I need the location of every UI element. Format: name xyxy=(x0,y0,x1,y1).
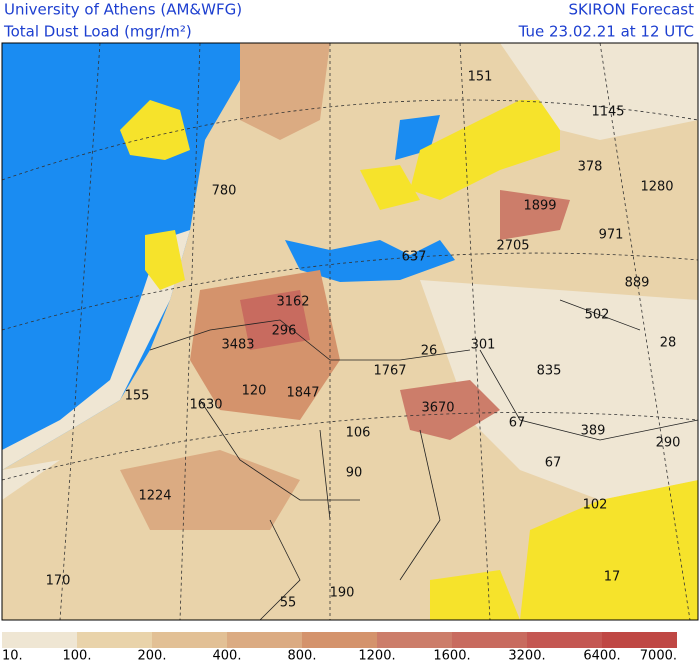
map-label: 1767 xyxy=(373,364,406,379)
map-label: 389 xyxy=(581,424,606,439)
colorbar-label: 800. xyxy=(288,649,317,663)
colorbar-label: 200. xyxy=(138,649,167,663)
map-label: 3670 xyxy=(421,401,454,416)
colorbar-segment xyxy=(302,632,377,648)
colorbar-label: 1600. xyxy=(433,649,470,663)
map-label: 1145 xyxy=(591,105,624,120)
header-line: Tue 23.02.21 at 12 UTC xyxy=(518,23,694,41)
map-labels: 151 1145 378 1280 780 1899 971 2705 637 889 502 316… xyxy=(46,70,681,611)
map-label: 120 xyxy=(242,384,267,399)
map-label: 1280 xyxy=(640,180,673,195)
header-line: Total Dust Load (mgr/m²) xyxy=(3,23,192,41)
map-label: 780 xyxy=(212,184,237,199)
map-label: 378 xyxy=(578,160,603,175)
colorbar-label: 400. xyxy=(213,649,242,663)
map-label: 55 xyxy=(280,596,297,611)
map-label: 3162 xyxy=(276,295,309,310)
header-line: SKIRON Forecast xyxy=(569,1,695,19)
colorbar-label: 10. xyxy=(2,649,23,663)
map-label: 90 xyxy=(346,466,363,481)
map-label: 502 xyxy=(585,308,610,323)
map-label: 296 xyxy=(272,324,297,339)
colorbar-label: 6400. xyxy=(583,649,620,663)
map-label: 1630 xyxy=(189,398,222,413)
map-label: 106 xyxy=(346,426,371,441)
colorbar-segment xyxy=(2,632,77,648)
map-label: 67 xyxy=(545,456,562,471)
colorbar-segment xyxy=(227,632,302,648)
colorbar-label: 100. xyxy=(63,649,92,663)
colorbar-segment xyxy=(152,632,227,648)
colorbar-segment xyxy=(77,632,152,648)
map-label: 67 xyxy=(509,416,526,431)
colorbar-label: 7000. xyxy=(640,649,677,663)
map-label: 1224 xyxy=(138,489,171,504)
map-label: 290 xyxy=(656,436,681,451)
colorbar-segment xyxy=(452,632,527,648)
map-label: 301 xyxy=(471,338,496,353)
map-label: 28 xyxy=(660,336,677,351)
colorbar-segment xyxy=(602,632,677,648)
map-label: 637 xyxy=(402,250,427,265)
map-label: 835 xyxy=(537,364,562,379)
map-label: 1847 xyxy=(286,386,319,401)
map-label: 155 xyxy=(125,389,150,404)
colorbar-label: 3200. xyxy=(508,649,545,663)
map-label: 3483 xyxy=(221,338,254,353)
map-label: 190 xyxy=(330,586,355,601)
colorbar-segment xyxy=(527,632,602,648)
map-label: 889 xyxy=(625,276,650,291)
header-line: University of Athens (AM&WFG) xyxy=(4,1,242,19)
map-label: 2705 xyxy=(496,239,529,254)
colorbar: 10. 100. 200. 400. 800. 1200. 1600. 3200. 6400. 7… xyxy=(2,632,677,664)
colorbar-label: 1200. xyxy=(358,649,395,663)
map-label: 170 xyxy=(46,574,71,589)
map-label: 971 xyxy=(599,228,624,243)
map-label: 151 xyxy=(468,70,493,85)
map xyxy=(1,42,699,621)
map-label: 102 xyxy=(583,498,608,513)
colorbar-segment xyxy=(377,632,452,648)
map-label: 1899 xyxy=(523,199,556,214)
map-label: 17 xyxy=(604,570,621,585)
map-label: 26 xyxy=(421,344,438,359)
